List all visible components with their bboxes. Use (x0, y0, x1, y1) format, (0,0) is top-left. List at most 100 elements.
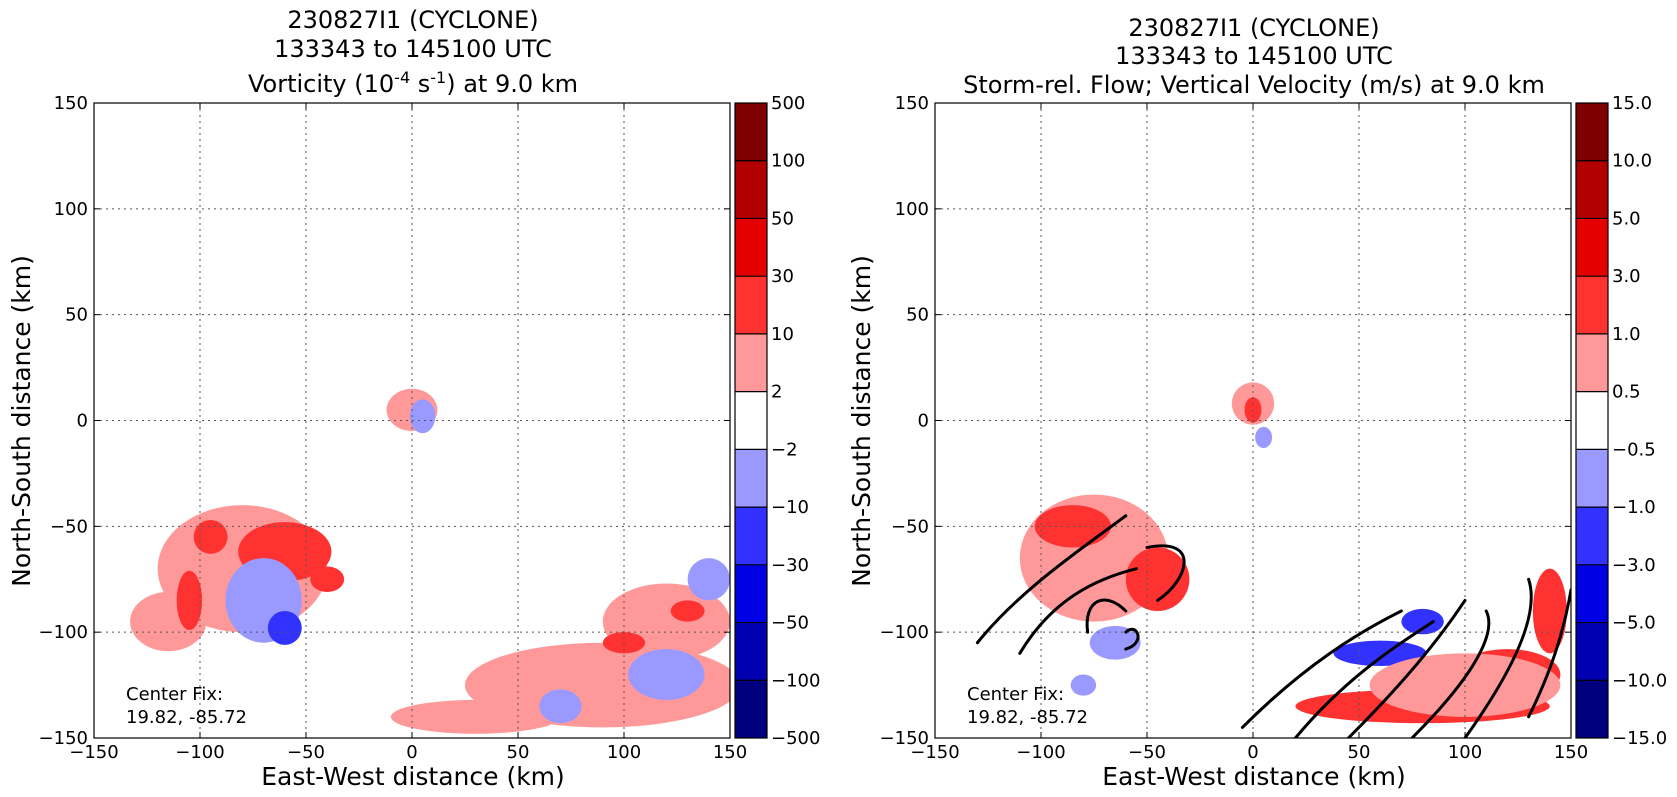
colorbar-tick-label: 1.0 (1612, 324, 1641, 345)
colorbar-tick-label: −10 (771, 497, 809, 518)
field-blob-12 (390, 699, 561, 734)
colorbar-tick-label: 3.0 (1612, 266, 1641, 287)
colorbar-segment-5 (1576, 391, 1608, 450)
x-tick-label: −100 (175, 742, 224, 763)
field-blob-3 (1089, 625, 1141, 660)
y-tick-label: 50 (906, 305, 929, 326)
field-blob-1 (1034, 505, 1111, 548)
y-tick-label: −150 (39, 728, 88, 749)
colorbar-tick-label: −2 (771, 439, 798, 460)
right-title-line-1: 230827I1 (CYCLONE) (1128, 14, 1379, 42)
right-x-axis-label: East-West distance (km) (1102, 762, 1406, 791)
field-blob-5 (310, 566, 345, 592)
right-title-line-2: 133343 to 145100 UTC (1115, 42, 1393, 70)
x-tick-label: −150 (69, 742, 118, 763)
field-blob-17 (539, 689, 582, 724)
colorbar-segment-5 (735, 391, 767, 450)
x-tick-label: 100 (1448, 742, 1482, 763)
colorbar-segment-7 (1576, 276, 1608, 334)
colorbar-segment-0 (735, 680, 767, 738)
colorbar-tick-label: 5.0 (1612, 208, 1641, 229)
y-tick-label: 150 (895, 93, 929, 114)
field-blob-3 (193, 519, 228, 554)
y-tick-label: 100 (895, 199, 929, 220)
colorbar-frame (734, 102, 768, 739)
field-blob-13 (602, 632, 646, 654)
left-title: 230827I1 (CYCLONE) 133343 to 145100 UTC … (248, 6, 578, 98)
x-tick-label: 150 (1554, 742, 1588, 763)
vorticity-colorbar: −500 −100 −50 −30 −10 −2 2 10 30 50 100 500 (734, 93, 820, 749)
colorbar-tick-label: −3.0 (1612, 555, 1656, 576)
x-tick-label: 150 (713, 742, 747, 763)
left-title-var-sup1: -4 (394, 68, 410, 87)
colorbar-segment-4 (1576, 449, 1608, 508)
field-blob-9 (409, 399, 436, 434)
y-tick-label: 0 (77, 411, 88, 432)
colorbar-segment-6 (735, 333, 767, 392)
x-tick-label: 100 (607, 742, 641, 763)
field-blob-12 (1532, 568, 1567, 654)
streamline-5 (1240, 609, 1403, 729)
streamline-8 (1410, 609, 1491, 738)
colorbar-tick-label: −10.0 (1612, 670, 1667, 691)
colorbar-segment-2 (735, 564, 767, 623)
left-title-line-3: Vorticity (10-4 s-1) at 9.0 km (248, 68, 578, 98)
field-blob-9 (1401, 608, 1444, 635)
colorbar-tick-label: −1.0 (1612, 497, 1656, 518)
colorbar-tick-label: 10.0 (1612, 151, 1652, 172)
field-blob-2 (1125, 547, 1190, 611)
colorbar-segment-1 (1576, 622, 1608, 681)
x-tick-label: 0 (1247, 742, 1258, 763)
y-tick-label: −100 (39, 622, 88, 643)
streamline-3 (1124, 627, 1140, 651)
colorbar-segment-10 (1576, 103, 1608, 161)
left-title-var-post: ) at 9.0 km (446, 70, 578, 98)
colorbar-frame (1575, 102, 1609, 739)
left-title-var-sup2: -1 (430, 68, 446, 87)
colorbar-segment-8 (1576, 218, 1608, 277)
x-tick-label: 0 (406, 742, 417, 763)
y-tick-label: −50 (50, 516, 88, 537)
colorbar-segment-10 (735, 103, 767, 161)
colorbar-segment-7 (735, 276, 767, 334)
y-tick-label: −100 (880, 622, 929, 643)
right-title: 230827I1 (CYCLONE) 133343 to 145100 UTC … (963, 14, 1545, 99)
streamline-9 (1463, 577, 1533, 738)
field-blob-16 (687, 558, 730, 601)
left-title-line-1: 230827I1 (CYCLONE) (287, 6, 538, 34)
center-fix-annotation-line-2: 19.82, -85.72 (967, 707, 1088, 728)
x-tick-label: −150 (910, 742, 959, 763)
colorbar-segment-3 (735, 507, 767, 565)
colorbar-segment-6 (1576, 333, 1608, 392)
colorbar-tick-label: 100 (771, 151, 805, 172)
y-tick-label: 150 (54, 93, 88, 114)
plot-area (935, 103, 1571, 738)
field-blob-4 (1070, 674, 1097, 696)
left-title-var-pre: Vorticity (10 (248, 70, 394, 98)
field-blob-15 (628, 649, 705, 700)
streamline-7 (1346, 598, 1467, 738)
colorbar-segment-8 (735, 218, 767, 277)
colorbar-tick-label: 500 (771, 93, 805, 114)
vorticity-panel: −150 −100 −50 0 50 100 150 −150 −100 −50 0 50 100 150… (39, 93, 748, 763)
colorbar-tick-label: 10 (771, 324, 794, 345)
vertical-velocity-colorbar: −15.0 −10.0 −5.0 −3.0 −1.0 −0.5 0.5 1.0 3.0 5.0 10… (1575, 93, 1667, 749)
plot-area (94, 103, 730, 738)
colorbar-tick-label: 50 (771, 208, 794, 229)
left-x-axis-label: East-West distance (km) (261, 762, 565, 791)
colorbar-segment-1 (735, 622, 767, 681)
colorbar-segment-4 (735, 449, 767, 508)
colorbar-tick-label: 2 (771, 382, 782, 403)
left-title-var-mid: s (410, 70, 430, 98)
streamline-1 (1018, 567, 1138, 655)
colorbar-tick-label: 30 (771, 266, 794, 287)
streamline-0 (975, 514, 1128, 645)
streamline-4 (1145, 544, 1186, 602)
x-tick-label: −50 (1128, 742, 1166, 763)
x-tick-label: 50 (507, 742, 530, 763)
center-fix-annotation-line-1: Center Fix: (967, 684, 1064, 705)
center-fix-annotation-line-1: Center Fix: (126, 684, 223, 705)
x-tick-label: 50 (1348, 742, 1371, 763)
field-blob-14 (670, 600, 705, 622)
